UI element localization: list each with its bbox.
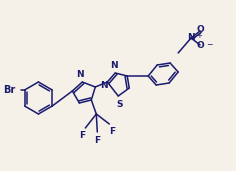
Text: F: F [79,131,85,140]
Text: N: N [100,82,108,90]
Text: +: + [196,33,202,39]
Text: −: − [206,41,212,49]
Text: N: N [110,61,118,70]
Text: F: F [94,136,100,145]
Text: N: N [187,34,195,43]
Text: Br: Br [3,85,16,95]
Text: N: N [76,70,84,79]
Text: S: S [116,100,122,109]
Text: O: O [196,25,204,35]
Text: F: F [109,127,115,136]
Text: O: O [196,42,204,50]
